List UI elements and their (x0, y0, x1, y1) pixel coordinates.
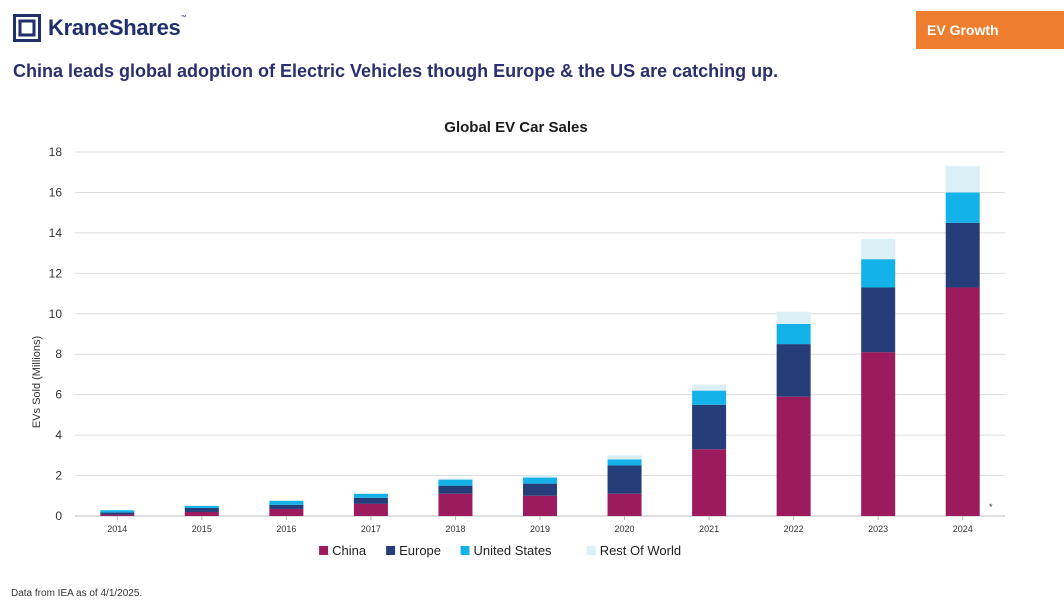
bar-europe-2020 (607, 465, 642, 494)
y-tick-label: 8 (55, 347, 62, 361)
bar-china-2024 (945, 287, 980, 516)
x-tick-label: 2017 (361, 524, 381, 534)
bar-rest-of-world-2020 (607, 455, 642, 460)
bar-china-2023 (861, 352, 896, 516)
bar-united-states-2016 (269, 500, 304, 505)
bar-europe-2018 (438, 485, 473, 494)
x-tick-label: 2015 (192, 524, 212, 534)
bars (100, 166, 980, 516)
bar-china-2018 (438, 493, 473, 516)
bar-rest-of-world-2016 (269, 499, 304, 501)
legend-item-rest-of-world: Rest Of World (586, 543, 681, 558)
x-tick-label: 2021 (699, 524, 719, 534)
bar-united-states-2020 (607, 459, 642, 466)
bar-rest-of-world-2015 (184, 505, 219, 506)
x-tick-label: 2020 (615, 524, 635, 534)
y-tick-label: 2 (55, 469, 62, 483)
bar-china-2021 (692, 449, 727, 516)
bar-rest-of-world-2019 (523, 475, 557, 478)
bar-united-states-2019 (523, 477, 557, 484)
y-tick-label: 10 (49, 307, 63, 321)
legend-label: China (332, 543, 367, 558)
bar-china-2022 (776, 396, 811, 516)
y-tick-label: 4 (55, 428, 62, 442)
bar-rest-of-world-2024 (945, 166, 980, 193)
bar-united-states-2024 (945, 192, 980, 223)
x-tick-label: 2023 (868, 524, 888, 534)
legend-item-europe: Europe (386, 543, 441, 558)
y-tick-label: 16 (49, 185, 63, 199)
legend-label: United States (474, 543, 553, 558)
legend-label: Europe (399, 543, 441, 558)
bar-europe-2024 (945, 222, 980, 288)
bar-europe-2021 (692, 404, 727, 450)
bar-rest-of-world-2021 (692, 384, 727, 391)
bar-rest-of-world-2018 (438, 478, 473, 480)
legend-label: Rest Of World (600, 543, 681, 558)
legend-item-china: China (319, 543, 367, 558)
y-tick-label: 12 (49, 266, 63, 280)
y-tick-label: 14 (49, 226, 63, 240)
bar-china-2015 (184, 511, 219, 516)
x-tick-label: 2016 (276, 524, 296, 534)
bar-europe-2017 (353, 497, 388, 504)
bar-united-states-2022 (776, 323, 811, 345)
bar-rest-of-world-2023 (861, 238, 896, 260)
bar-rest-of-world-2017 (353, 492, 388, 494)
bar-europe-2014 (100, 512, 135, 515)
bar-europe-2015 (184, 507, 219, 512)
legend-swatch (386, 546, 396, 555)
gridlines (75, 151, 1005, 517)
bar-europe-2023 (861, 287, 896, 353)
bar-united-states-2014 (100, 510, 135, 513)
kraneshares-logo-icon (13, 14, 41, 42)
brand-trademark: ™ (180, 15, 187, 21)
legend-swatch (460, 546, 470, 555)
chart-title: Global EV Car Sales (444, 119, 587, 136)
bar-china-2016 (269, 508, 304, 516)
page-headline: China leads global adoption of Electric … (13, 61, 779, 81)
bar-europe-2022 (776, 344, 811, 397)
bar-united-states-2023 (861, 259, 896, 288)
x-tick-label: 2018 (445, 524, 465, 534)
bar-china-2017 (353, 503, 388, 516)
brand-logo[interactable]: KraneShares™ (13, 14, 186, 42)
x-tick-label: 2024 (953, 524, 973, 534)
bar-china-2014 (100, 514, 135, 516)
ev-growth-tag: EV Growth (916, 11, 1064, 49)
y-axis-label: EVs Sold (Millions) (31, 336, 43, 428)
x-tick-label: 2014 (107, 524, 127, 534)
brand-name: KraneShares (48, 15, 181, 40)
y-tick-label: 0 (55, 509, 62, 523)
x-tick-label: 2019 (530, 524, 550, 534)
legend: China Europe United States Rest Of World (319, 543, 681, 558)
bar-united-states-2015 (184, 505, 219, 508)
x-tick-label: 2022 (784, 524, 804, 534)
y-tick-label: 6 (55, 388, 62, 402)
asterisk-note: * (989, 502, 993, 512)
y-tick-label: 18 (49, 145, 63, 159)
legend-swatch (586, 546, 596, 555)
bar-united-states-2017 (353, 493, 388, 498)
ev-sales-chart: Global EV Car Sales EVs Sold (Millions) … (31, 119, 1005, 558)
axes: 0 2 4 6 8 10 12 14 16 18 2014 2015 2016 2017 2018 2019 2… (49, 145, 973, 534)
source-footnote: Data from IEA as of 4/1/2025. (11, 588, 143, 599)
bar-china-2020 (607, 493, 642, 516)
bar-europe-2016 (269, 504, 304, 509)
legend-item-united-states: United States (460, 543, 553, 558)
bar-rest-of-world-2022 (776, 311, 811, 324)
legend-swatch (319, 546, 329, 555)
bar-china-2019 (523, 495, 557, 516)
bar-united-states-2018 (438, 479, 473, 486)
bar-united-states-2021 (692, 390, 727, 405)
bar-europe-2019 (523, 483, 557, 496)
